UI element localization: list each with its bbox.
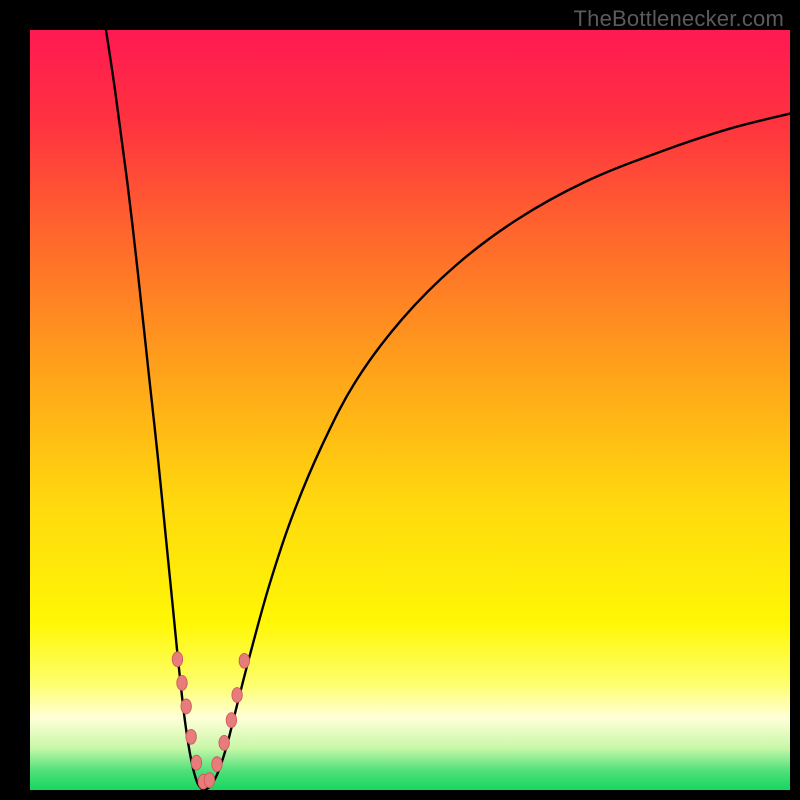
data-marker xyxy=(186,729,196,744)
data-marker xyxy=(177,675,187,690)
curve-left-branch xyxy=(106,30,203,790)
data-marker xyxy=(239,653,249,668)
data-marker xyxy=(191,755,201,770)
watermark-text: TheBottlenecker.com xyxy=(574,6,784,32)
data-marker xyxy=(181,699,191,714)
curve-overlay xyxy=(30,30,790,790)
chart-stage: TheBottlenecker.com xyxy=(0,0,800,800)
data-marker xyxy=(226,713,236,728)
data-marker xyxy=(172,652,182,667)
data-marker xyxy=(204,773,214,788)
data-marker xyxy=(219,735,229,750)
plot-area xyxy=(30,30,790,790)
data-marker xyxy=(232,688,242,703)
curve-right-branch xyxy=(203,114,790,790)
data-marker xyxy=(212,757,222,772)
